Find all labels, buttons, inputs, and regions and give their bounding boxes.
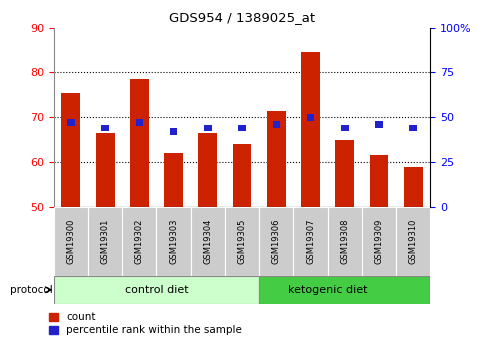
Bar bbox=[61, 92, 80, 207]
Text: GSM19300: GSM19300 bbox=[66, 219, 75, 264]
Bar bbox=[96, 133, 114, 207]
Text: protocol: protocol bbox=[10, 285, 52, 295]
Text: GSM19304: GSM19304 bbox=[203, 219, 212, 264]
Legend: count, percentile rank within the sample: count, percentile rank within the sample bbox=[49, 312, 241, 335]
Bar bbox=[403, 167, 422, 207]
Bar bbox=[335, 140, 353, 207]
Title: GDS954 / 1389025_at: GDS954 / 1389025_at bbox=[169, 11, 314, 24]
Text: GSM19305: GSM19305 bbox=[237, 219, 246, 264]
Bar bbox=[88, 207, 122, 276]
Bar bbox=[301, 52, 319, 207]
Bar bbox=[54, 207, 88, 276]
Bar bbox=[395, 207, 429, 276]
Bar bbox=[361, 207, 395, 276]
Bar bbox=[156, 207, 190, 276]
Bar bbox=[190, 207, 224, 276]
Bar bbox=[340, 125, 348, 131]
Bar bbox=[232, 144, 251, 207]
Bar bbox=[238, 125, 245, 131]
Bar bbox=[374, 121, 382, 128]
Text: GSM19307: GSM19307 bbox=[305, 219, 314, 264]
Bar bbox=[135, 119, 143, 126]
Bar bbox=[259, 207, 293, 276]
Bar bbox=[54, 276, 259, 304]
Text: GSM19302: GSM19302 bbox=[135, 219, 143, 264]
Bar bbox=[130, 79, 148, 207]
Bar bbox=[169, 128, 177, 135]
Bar bbox=[198, 133, 217, 207]
Bar bbox=[293, 207, 327, 276]
Bar bbox=[203, 125, 211, 131]
Bar bbox=[224, 207, 259, 276]
Bar bbox=[369, 155, 387, 207]
Bar bbox=[164, 153, 183, 207]
Bar bbox=[306, 114, 314, 121]
Bar bbox=[408, 125, 416, 131]
Text: GSM19301: GSM19301 bbox=[101, 219, 109, 264]
Text: control diet: control diet bbox=[124, 285, 188, 295]
Text: GSM19306: GSM19306 bbox=[271, 219, 280, 264]
Text: GSM19310: GSM19310 bbox=[408, 219, 417, 264]
Bar bbox=[266, 110, 285, 207]
Text: GSM19309: GSM19309 bbox=[374, 219, 383, 264]
Text: GSM19308: GSM19308 bbox=[340, 219, 348, 264]
Text: ketogenic diet: ketogenic diet bbox=[287, 285, 366, 295]
Text: GSM19303: GSM19303 bbox=[169, 219, 178, 264]
Bar bbox=[122, 207, 156, 276]
Bar bbox=[327, 207, 361, 276]
Bar bbox=[259, 276, 429, 304]
Bar bbox=[272, 121, 280, 128]
Bar bbox=[67, 119, 75, 126]
Bar bbox=[101, 125, 109, 131]
